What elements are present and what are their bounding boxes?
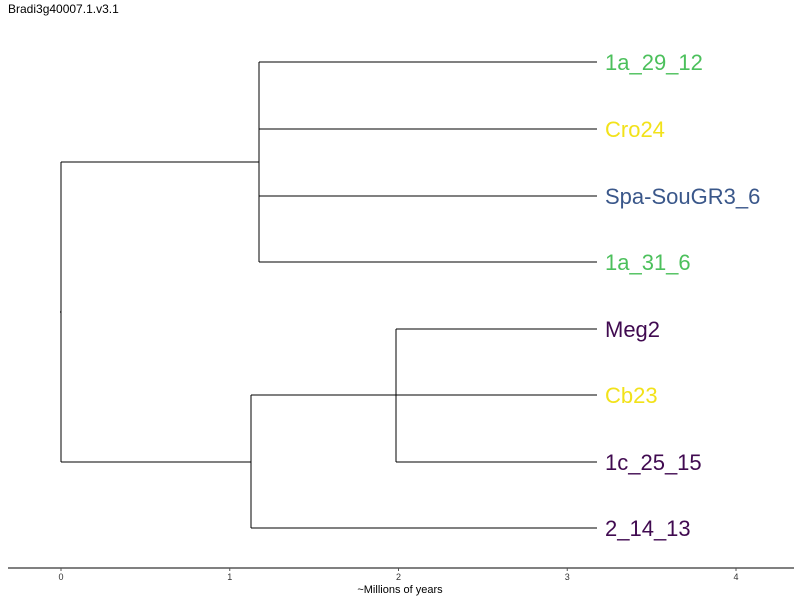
tip-label: 1a_29_12 — [605, 50, 703, 75]
tip-label: 1c_25_15 — [605, 450, 702, 475]
axis-ticks: 0 1 2 3 4 — [58, 568, 739, 582]
tip-labels: 1a_29_12 Cro24 Spa-SouGR3_6 1a_31_6 Meg2 Cb23… — [605, 50, 760, 541]
tip-label: 1a_31_6 — [605, 250, 691, 275]
axis-tick-label: 1 — [227, 572, 232, 582]
axis-title: ~Millions of years — [357, 584, 443, 596]
tip-label: Cb23 — [605, 383, 658, 408]
time-axis: 0 1 2 3 4 ~Millions of years — [8, 567, 794, 596]
tip-label: Meg2 — [605, 317, 660, 342]
axis-tick-label: 4 — [733, 572, 738, 582]
tip-label: Spa-SouGR3_6 — [605, 184, 760, 209]
plot-title: Bradi3g40007.1.v3.1 — [8, 2, 119, 16]
axis-tick-label: 3 — [565, 572, 570, 582]
axis-tick-label: 2 — [396, 572, 401, 582]
tip-label: Cro24 — [605, 117, 665, 142]
axis-tick-label: 0 — [58, 572, 63, 582]
tip-label: 2_14_13 — [605, 516, 691, 541]
tree-branches — [60, 61, 597, 529]
